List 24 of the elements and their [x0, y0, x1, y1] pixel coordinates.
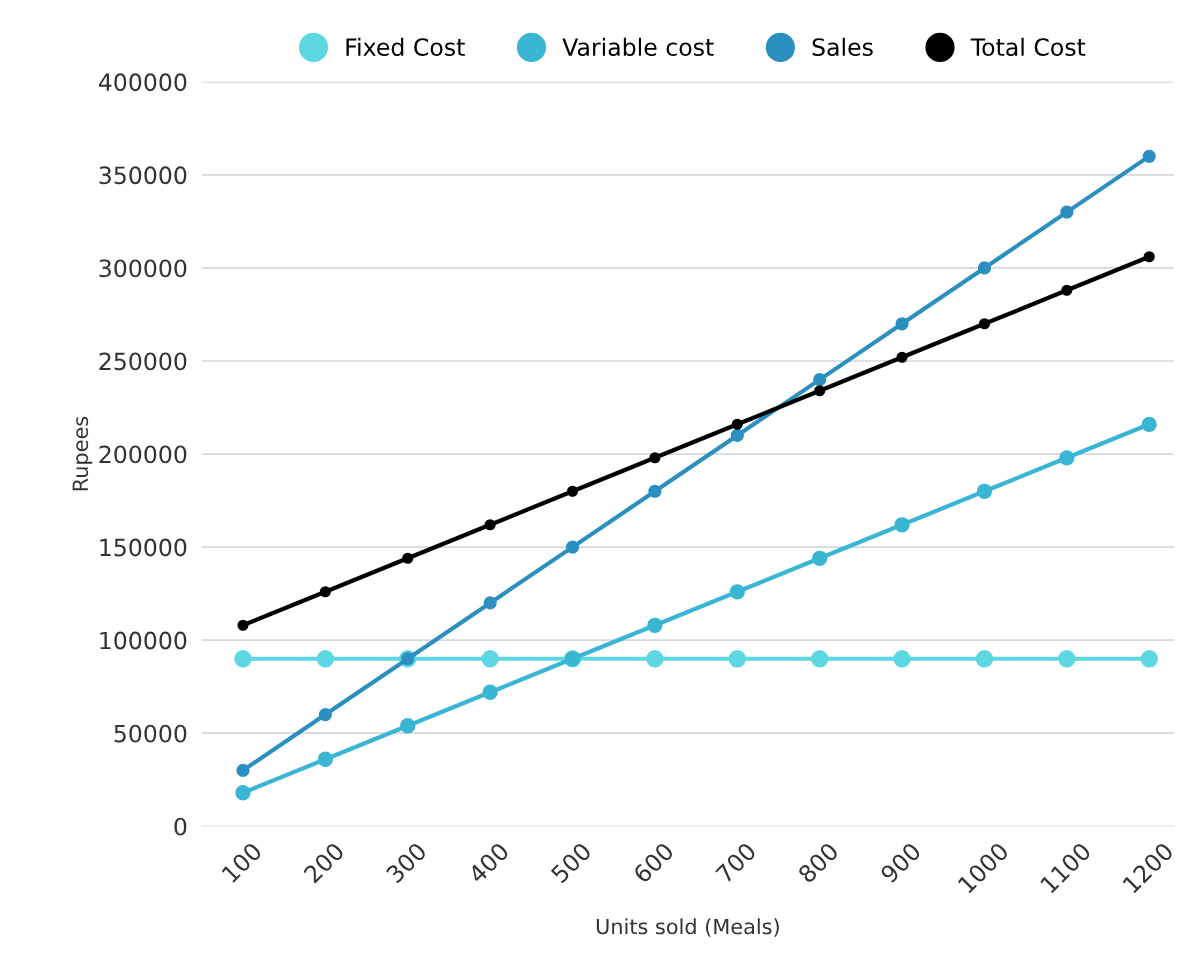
- legend-label: Total Cost: [970, 37, 1086, 57]
- x-tick-label: 900: [879, 841, 922, 884]
- y-tick-label: 400000: [98, 73, 187, 92]
- x-tick-label: 700: [714, 841, 757, 884]
- legend-label: Variable cost: [562, 37, 714, 57]
- x-tick-label: 300: [385, 841, 428, 884]
- y-tick-label: 250000: [99, 352, 187, 371]
- y-tick-label: 50000: [114, 724, 187, 743]
- legend-label: Sales: [812, 37, 873, 57]
- y-tick-label: 0: [174, 817, 187, 836]
- x-tick-label: 200: [302, 841, 346, 884]
- y-tick-label: 200000: [99, 445, 187, 464]
- legend-label: Fixed Cost: [346, 37, 465, 57]
- y-tick-label: 150000: [100, 538, 187, 557]
- x-tick-label: 100: [221, 841, 263, 884]
- x-tick-label: 600: [632, 841, 675, 884]
- y-axis-title: Rupees: [72, 416, 93, 491]
- y-tick-label: 100000: [100, 631, 187, 650]
- x-tick-label: 500: [550, 841, 593, 884]
- x-tick-label: 400: [467, 841, 510, 885]
- x-tick-label: 800: [797, 841, 840, 884]
- x-axis-title: Units sold (Meals): [596, 918, 779, 937]
- y-tick-label: 300000: [99, 259, 187, 278]
- y-tick-label: 350000: [99, 166, 187, 185]
